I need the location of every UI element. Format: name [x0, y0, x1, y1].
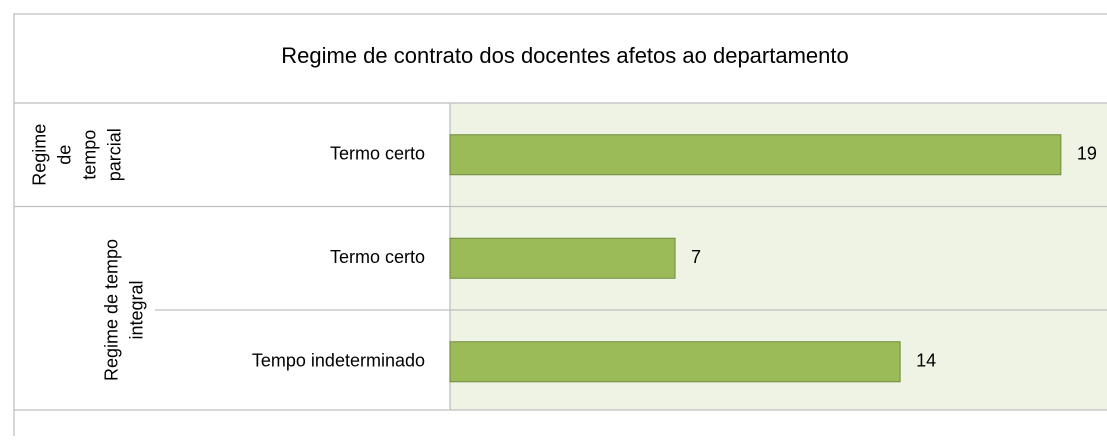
bar — [449, 134, 1062, 176]
value-label: 7 — [691, 247, 701, 267]
group-label: Regime de tempo parcial — [29, 124, 124, 186]
chart-frame — [13, 13, 1107, 441]
value-label: 14 — [916, 351, 936, 371]
category-label: Termo certo — [330, 247, 425, 267]
value-label: 19 — [1077, 144, 1097, 164]
group-label: Regime de tempo integral — [101, 239, 146, 381]
bar — [449, 237, 676, 279]
chart-title: Regime de contrato dos docentes afetos a… — [281, 43, 848, 68]
bar — [449, 341, 901, 383]
category-label: Termo certo — [330, 144, 425, 164]
category-label: Tempo indeterminado — [252, 351, 425, 371]
